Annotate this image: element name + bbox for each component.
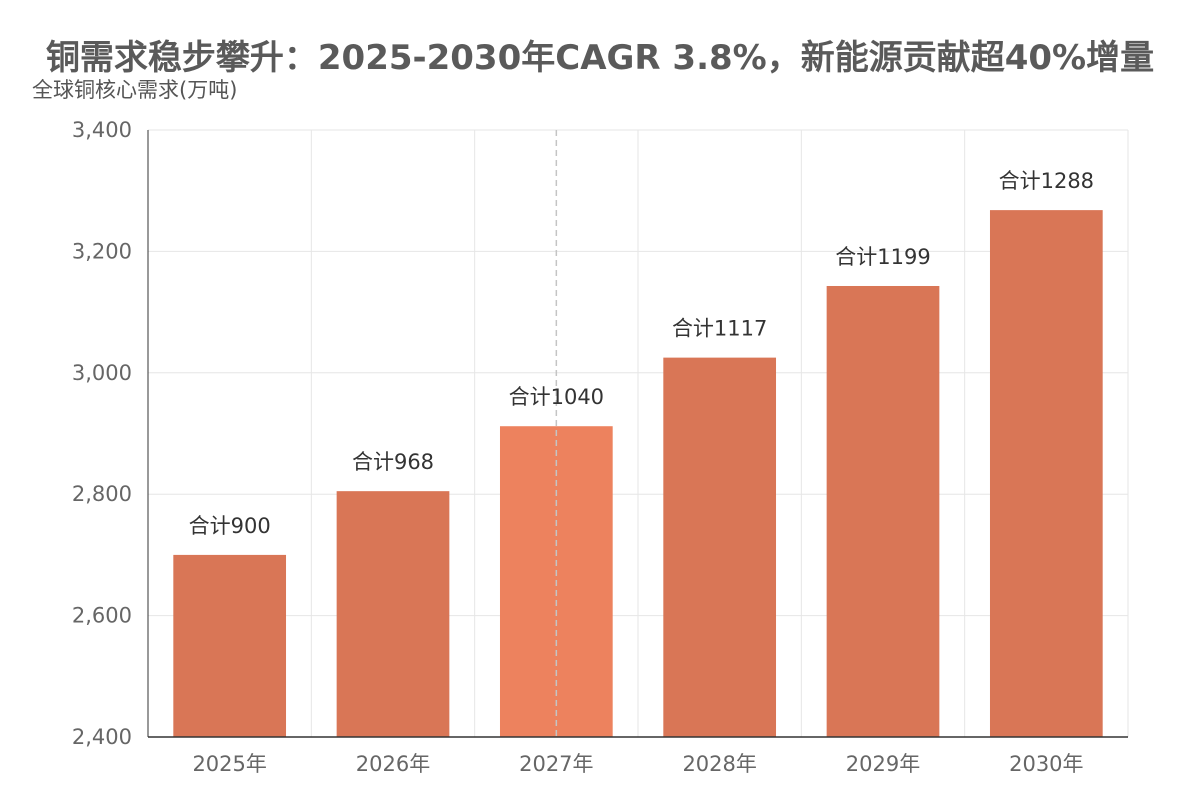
bar[interactable] — [663, 357, 777, 737]
y-tick-label: 3,400 — [72, 118, 132, 142]
bar-value-label: 合计968 — [352, 450, 434, 474]
bar[interactable] — [336, 491, 450, 737]
x-tick-label: 2027年 — [519, 752, 593, 776]
x-tick-label: 2026年 — [356, 752, 430, 776]
bar-value-label: 合计1040 — [509, 385, 604, 409]
bar[interactable] — [173, 554, 287, 737]
bars — [173, 210, 1103, 737]
x-tick-label: 2029年 — [846, 752, 920, 776]
x-tick-label: 2030年 — [1009, 752, 1083, 776]
y-tick-label: 2,600 — [72, 604, 132, 628]
chart-title: 铜需求稳步攀升：2025-2030年CAGR 3.8%，新能源贡献超40%增量 — [45, 38, 1155, 78]
x-tick-label: 2028年 — [682, 752, 756, 776]
y-tick-label: 2,400 — [72, 725, 132, 749]
x-tick-label: 2025年 — [192, 752, 266, 776]
bar-value-label: 合计900 — [189, 514, 271, 538]
bar-value-label: 合计1288 — [999, 169, 1094, 193]
bar-value-label: 合计1117 — [672, 317, 767, 341]
bar[interactable] — [989, 210, 1103, 737]
labels: 2,400 2,600 2,800 3,000 3,200 3,400 合计900 2025年… — [72, 118, 1094, 776]
y-axis-title: 全球铜核心需求(万吨) — [32, 78, 238, 102]
grid-lines — [147, 129, 1129, 738]
bar[interactable] — [826, 285, 940, 737]
y-tick-label: 3,000 — [72, 361, 132, 385]
y-tick-label: 3,200 — [72, 239, 132, 263]
bar-value-label: 合计1199 — [835, 245, 930, 269]
y-tick-label: 2,800 — [72, 482, 132, 506]
axes — [147, 130, 1128, 738]
